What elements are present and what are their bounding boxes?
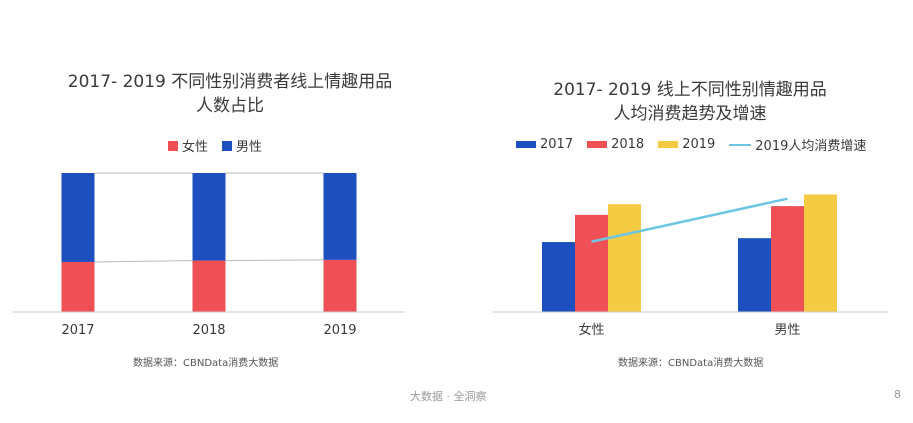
legend-label-growth: 2019人均消费增速 (755, 139, 867, 154)
legend-label-female: 女性 (182, 140, 209, 155)
right-chart-title-line1: 2017- 2019 线上不同性别情趣用品 (553, 80, 827, 100)
bar-男性-2018 (771, 206, 804, 312)
left-chart-title-line2: 人数占比 (196, 96, 264, 116)
x-tick-label-2018: 2018 (192, 323, 225, 338)
legend-item-2018: 2018 (587, 137, 644, 152)
legend-swatch-male (222, 140, 233, 151)
right-grouped-bar-chart: 女性 男性 (492, 194, 888, 338)
legend-label-male: 男性 (236, 140, 263, 155)
bar-male-2019 (323, 173, 357, 260)
legend-item-male: 男性 (222, 136, 262, 155)
page-number: 8 (894, 388, 901, 401)
legend-swatch-2017 (516, 141, 536, 148)
bar-女性-2018 (575, 214, 608, 312)
x-tick-label-2019: 2019 (323, 323, 356, 338)
legend-label-2019: 2019 (682, 137, 716, 152)
left-chart-title-line1: 2017- 2019 不同性别消费者线上情趣用品 (67, 72, 393, 92)
legend-item-growth: 2019人均消费增速 (729, 135, 866, 154)
bar-female-2017 (61, 261, 95, 312)
left-stacked-bar-chart: 2017 2018 2019 (12, 172, 405, 338)
growth-line (591, 197, 788, 243)
legend-label-2017: 2017 (540, 137, 574, 152)
legend-swatch-growth-line (729, 143, 752, 146)
x-tick-label-女性: 女性 (578, 322, 604, 338)
legend-item-2017: 2017 (516, 137, 573, 152)
bar-男性-2017 (738, 238, 771, 312)
right-chart-source: 数据来源：CBNData消费大数据 (618, 358, 764, 369)
legend-label-2018: 2018 (611, 137, 645, 152)
left-chart-legend: 女性 男性 (168, 136, 276, 155)
x-tick-label-2017: 2017 (61, 323, 94, 338)
bar-男性-2019 (804, 194, 837, 312)
legend-swatch-female (168, 140, 178, 151)
footer-tagline: 大数据 · 全洞察 (410, 390, 487, 403)
right-chart-title-line2: 人均消费趋势及增速 (613, 104, 767, 124)
bar-女性-2019 (608, 204, 641, 312)
right-chart-title: 2017- 2019 线上不同性别情趣用品 人均消费趋势及增速 (500, 78, 880, 126)
left-chart-source: 数据来源：CBNData消费大数据 (133, 358, 279, 369)
connector-female-0 (94, 260, 193, 263)
right-chart-legend: 2017 2018 2019 2019人均消费增速 (516, 135, 880, 154)
left-chart-title: 2017- 2019 不同性别消费者线上情趣用品 人数占比 (40, 70, 420, 118)
legend-item-female: 女性 (168, 136, 208, 155)
legend-swatch-2019 (658, 141, 679, 148)
legend-item-2019: 2019 (658, 137, 715, 152)
bar-female-2019 (323, 259, 357, 312)
legend-swatch-2018 (587, 141, 608, 148)
bar-male-2017 (61, 173, 95, 262)
bar-female-2018 (192, 260, 226, 312)
bar-male-2018 (192, 173, 226, 261)
bar-女性-2017 (542, 242, 575, 312)
x-tick-label-男性: 男性 (774, 323, 800, 338)
connector-female-1 (225, 259, 324, 262)
